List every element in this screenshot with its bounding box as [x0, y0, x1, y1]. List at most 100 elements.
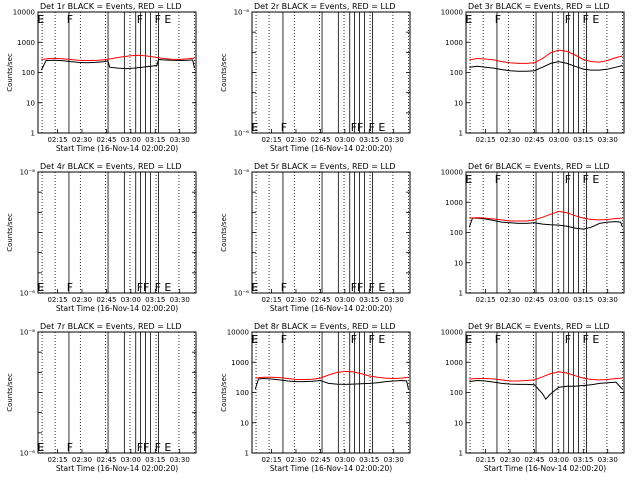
flag-label: E [378, 281, 385, 294]
x-tick-label: 02:45 [310, 296, 330, 304]
flag-label: F [351, 333, 357, 346]
y-tick-label: 10⁻⁸ [20, 329, 36, 337]
flag-label: F [281, 121, 287, 134]
y-axis-label: Counts/sec [220, 373, 228, 412]
chart-panel-3: Det 3r BLACK = Events, RED = LLD 1 10 100 10… [441, 2, 625, 144]
x-tick-label: 02:15 [261, 136, 281, 144]
x-axis-label: Start Time (16-Nov-14 02:00:20) [270, 304, 392, 313]
x-axis-label: Start Time (16-Nov-14 02:00:20) [56, 464, 178, 473]
series-line-events [469, 379, 623, 401]
flag-label: F [155, 13, 161, 26]
y-tick-label: 1000 [445, 39, 463, 47]
flag-label: F [369, 281, 375, 294]
y-tick-label: 10 [240, 419, 249, 427]
y-tick-label: 10⁻⁸ [20, 169, 36, 177]
flag-label: F [67, 281, 73, 294]
series-line-events [254, 377, 409, 390]
chart-title: Det 5r BLACK = Events, RED = LLD [254, 162, 396, 171]
flag-label: E [37, 441, 44, 454]
x-tick-label: 03:00 [335, 136, 355, 144]
y-axis-label: Counts/sec [6, 213, 14, 252]
y-tick-label: 10000 [441, 9, 463, 17]
chart-panel-2: Det 2r BLACK = Events, RED = LLD 10⁻⁶ 10⁻⁸… [220, 2, 411, 153]
x-axis-label: Start Time (16-Nov-14 02:00:20) [484, 464, 606, 473]
y-tick-label: 10⁻⁸ [234, 9, 250, 17]
x-tick-label: 03:15 [359, 456, 379, 464]
x-tick-label: 03:15 [359, 296, 379, 304]
x-tick-label: 03:00 [121, 456, 141, 464]
flag-label: FF [137, 281, 150, 294]
x-axis-label: Start Time (16-Nov-14 02:00:20) [270, 464, 392, 473]
x-tick-label: 03:15 [573, 296, 593, 304]
chart-panel-6: Det 6r BLACK = Events, RED = LLD 1 10 100 10… [441, 162, 625, 304]
x-tick-label: 03:15 [573, 136, 593, 144]
y-axis-label: Counts/sec [6, 53, 14, 92]
x-tick-label: 03:15 [145, 136, 165, 144]
flag-label: E [378, 121, 385, 134]
flag-label: F [369, 333, 375, 346]
flag-label: F [565, 333, 571, 346]
x-tick-label: 03:00 [121, 136, 141, 144]
y-tick-label: 10 [454, 99, 463, 107]
chart-panel-7: Det 7r BLACK = Events, RED = LLD 10⁻⁶ 10⁻⁸… [6, 322, 197, 473]
y-tick-label: 10000 [441, 169, 463, 177]
flag-label: E [37, 281, 44, 294]
chart-panel-1: Det 1r BLACK = Events, RED = LLD 1 10 100 10… [6, 2, 197, 153]
flag-label: FF [351, 281, 364, 294]
y-tick-label: 10⁻⁶ [20, 290, 36, 298]
flag-label: F [495, 13, 501, 26]
flag-label: F [565, 173, 571, 186]
x-tick-label: 02:15 [475, 296, 495, 304]
series-line-lld [41, 54, 195, 61]
y-tick-label: 100 [236, 389, 249, 397]
y-tick-label: 10 [454, 259, 463, 267]
x-tick-label: 02:15 [475, 456, 495, 464]
chart-title: Det 3r BLACK = Events, RED = LLD [468, 2, 610, 11]
chart-title: Det 1r BLACK = Events, RED = LLD [40, 2, 182, 11]
x-tick-label: 02:45 [96, 456, 116, 464]
flag-label: E [37, 13, 44, 26]
x-tick-label: 02:30 [286, 136, 306, 144]
y-tick-label: 1000 [17, 39, 35, 47]
x-tick-label: 02:30 [286, 296, 306, 304]
y-tick-label: 10 [454, 419, 463, 427]
x-tick-label: 03:15 [145, 456, 165, 464]
x-tick-label: 03:15 [573, 456, 593, 464]
flag-label: E [164, 281, 171, 294]
y-tick-label: 10⁻⁶ [20, 450, 36, 458]
chart-title: Det 9r BLACK = Events, RED = LLD [468, 322, 610, 331]
x-axis-label: Start Time (16-Nov-14 02:00:20) [270, 144, 392, 153]
flag-label: F [155, 441, 161, 454]
x-tick-label: 02:30 [500, 136, 520, 144]
y-tick-label: 10⁻⁶ [234, 130, 250, 138]
x-tick-label: 02:30 [500, 456, 520, 464]
x-tick-label: 02:45 [524, 136, 544, 144]
y-tick-label: 10000 [441, 329, 463, 337]
x-tick-label: 02:45 [310, 456, 330, 464]
x-tick-label: 02:30 [72, 296, 92, 304]
chart-title: Det 6r BLACK = Events, RED = LLD [468, 162, 610, 171]
flag-label: F [281, 281, 287, 294]
flag-label: F [583, 333, 589, 346]
chart-panel-8: Det 8r BLACK = Events, RED = LLD 1 10 100 10… [220, 322, 411, 473]
y-tick-label: 100 [450, 389, 463, 397]
flag-label: F [137, 13, 143, 26]
series-line-events [468, 217, 623, 230]
y-tick-label: 1 [31, 130, 35, 138]
flag-label: E [251, 333, 258, 346]
chart-title: Det 4r BLACK = Events, RED = LLD [40, 162, 182, 171]
y-tick-label: 1000 [445, 199, 463, 207]
flag-label: F [67, 441, 73, 454]
flag-label: E [465, 333, 472, 346]
x-tick-label: 02:15 [261, 296, 281, 304]
flag-label: E [378, 333, 385, 346]
x-tick-label: 02:30 [72, 136, 92, 144]
x-tick-label: 03:30 [384, 136, 404, 144]
flag-label: E [251, 281, 258, 294]
x-tick-label: 02:30 [72, 456, 92, 464]
series-line-lld [469, 49, 623, 64]
y-tick-label: 1 [459, 290, 463, 298]
y-tick-label: 100 [450, 69, 463, 77]
